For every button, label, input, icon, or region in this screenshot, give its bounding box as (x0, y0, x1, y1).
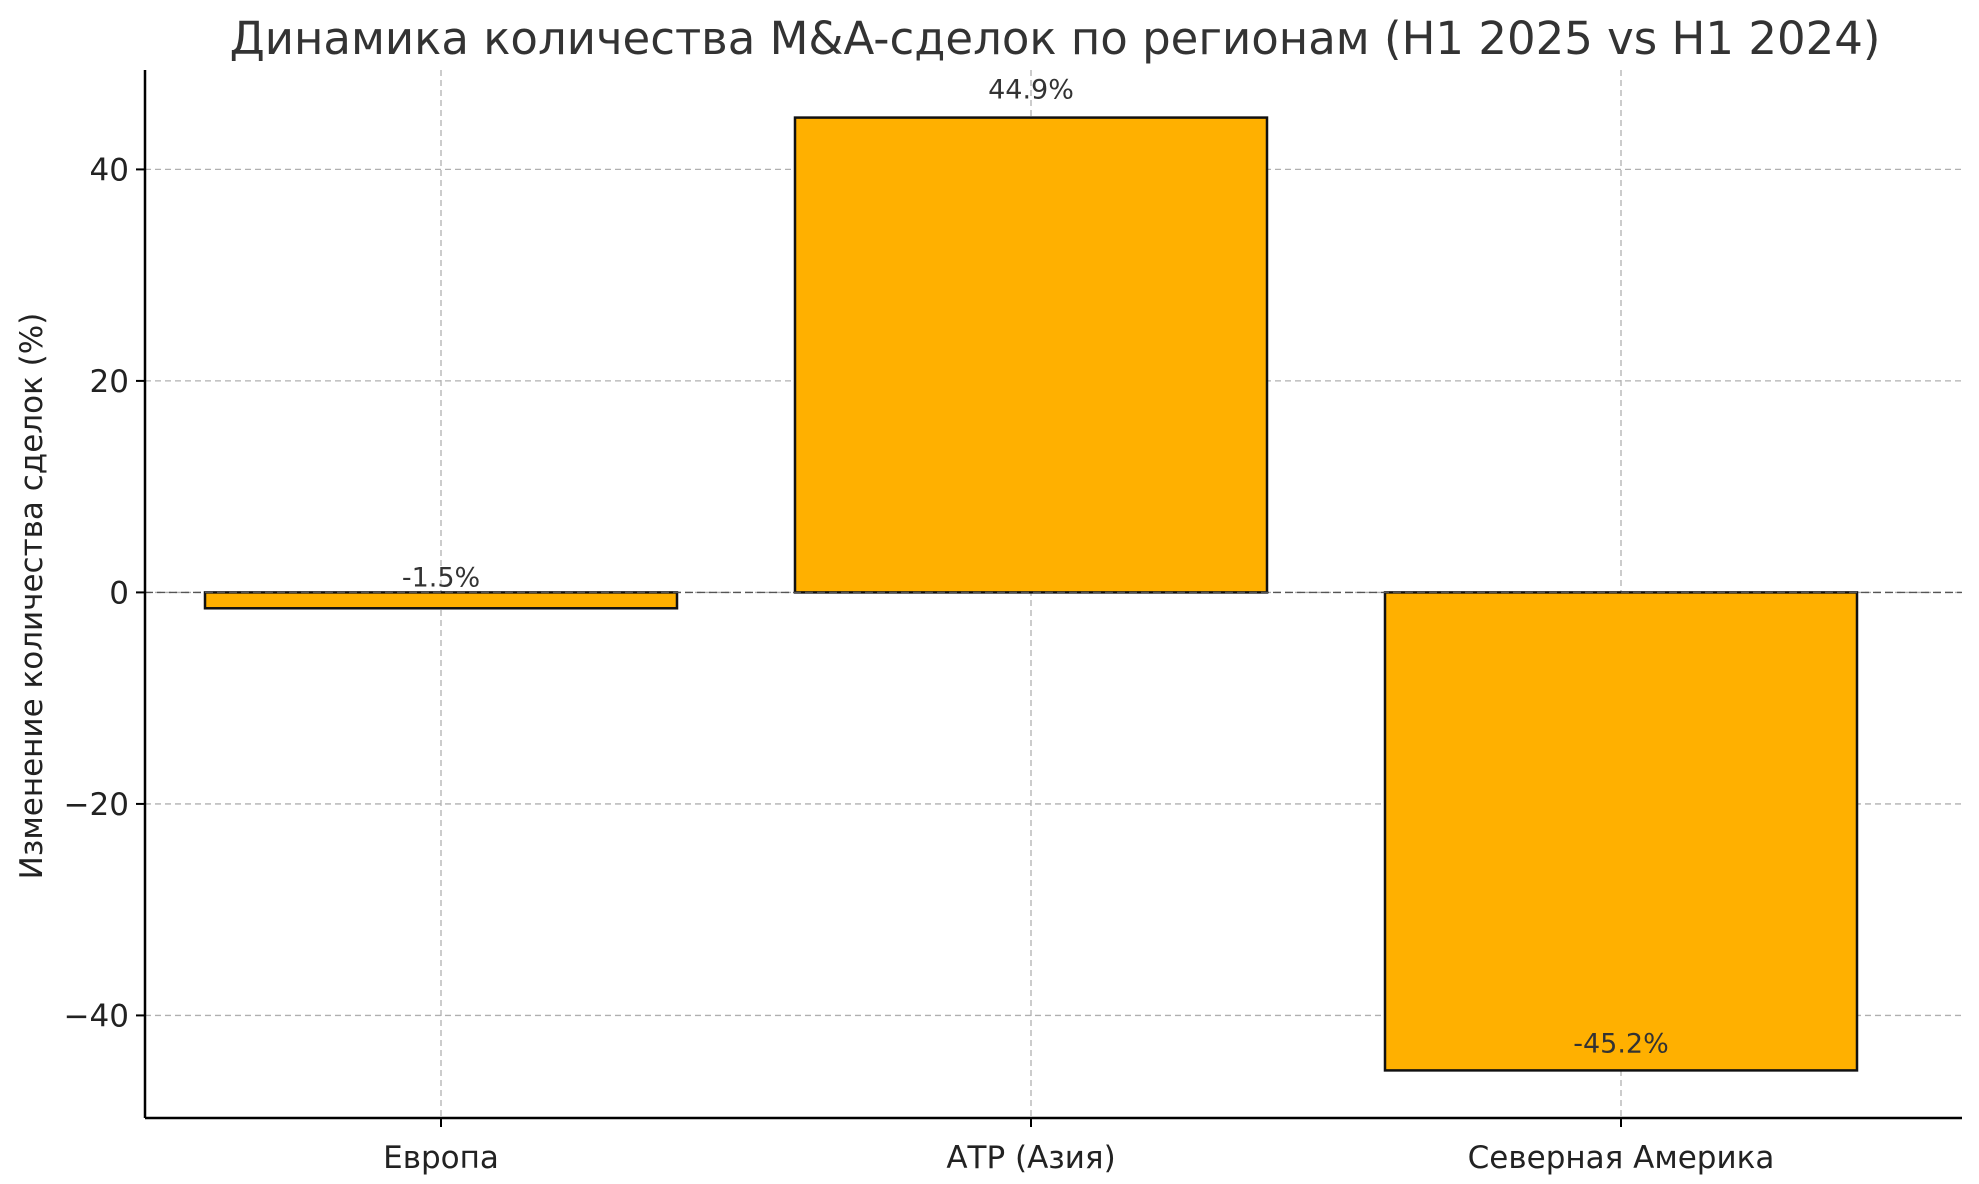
y-tick-label: 0 (109, 575, 129, 611)
x-tick-label: Европа (383, 1140, 499, 1176)
y-tick-label: 40 (90, 152, 129, 188)
y-tick-label: 20 (90, 364, 129, 400)
y-tick-label: −40 (64, 998, 129, 1034)
data-label-0: -1.5% (402, 562, 480, 593)
x-tick-label: АТР (Азия) (946, 1140, 1115, 1176)
chart-title: Динамика количества M&A-сделок по регион… (230, 12, 1881, 65)
labels-layer: −40 −20 0 20 40 -1.5% 44.9% -45.2% Европа АТР (Аз… (64, 75, 1775, 1176)
y-tick-label: −20 (64, 787, 129, 823)
axes-layer (136, 70, 1962, 1127)
bar-0 (203, 591, 679, 610)
x-tick-label: Северная Америка (1468, 1140, 1775, 1176)
data-label-1: 44.9% (988, 75, 1074, 106)
bar-2 (1383, 591, 1859, 1072)
bar-1 (793, 116, 1269, 594)
data-label-2: -45.2% (1573, 1028, 1669, 1059)
y-axis-label: Изменение количества сделок (%) (14, 313, 50, 880)
bars-layer (203, 116, 1859, 1072)
